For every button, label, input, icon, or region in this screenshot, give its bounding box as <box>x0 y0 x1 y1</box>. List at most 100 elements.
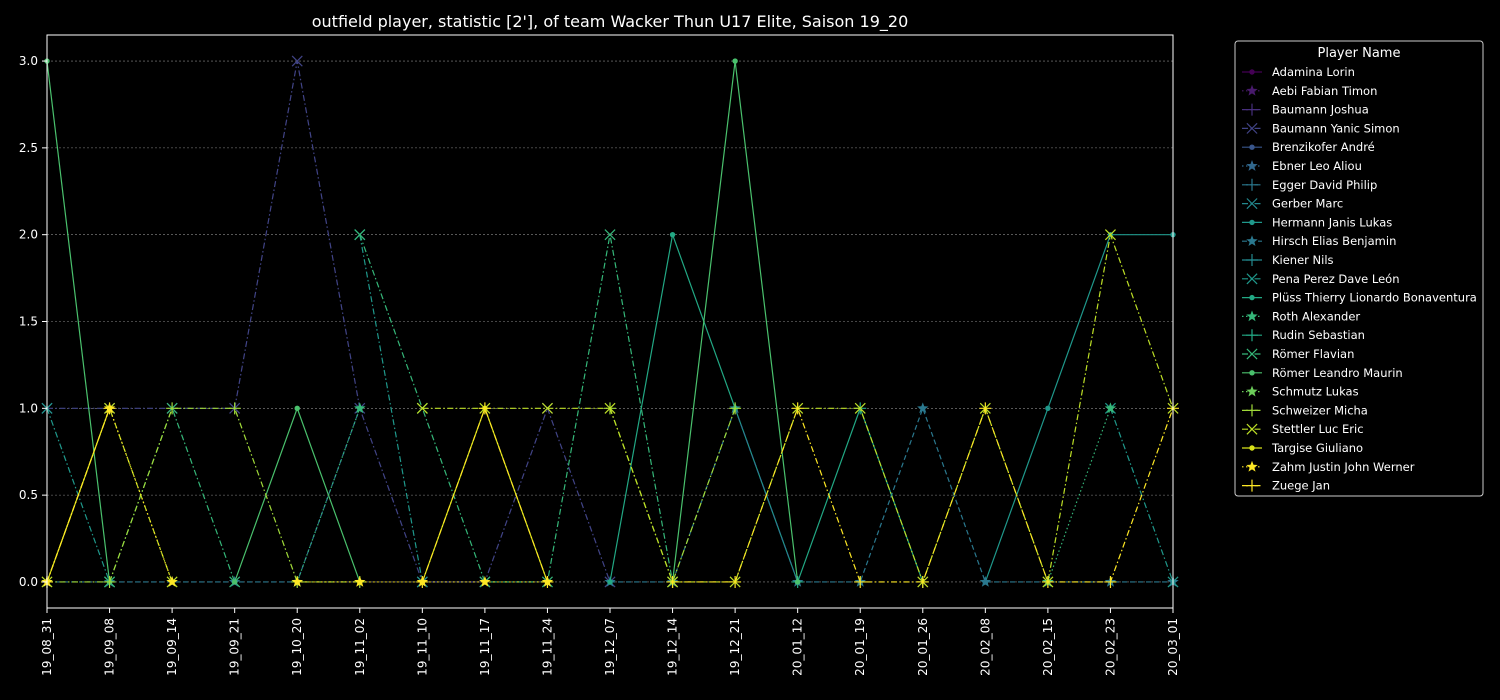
legend-label: Adamina Lorin <box>1272 65 1355 79</box>
x-tick-label: 19_09_14 <box>165 618 179 676</box>
legend-item: Gerber Marc <box>1242 197 1343 211</box>
legend-label: Roth Alexander <box>1272 309 1360 323</box>
data-point <box>732 58 738 64</box>
data-point <box>1104 229 1116 241</box>
data-point <box>1246 423 1258 435</box>
data-point <box>1246 122 1258 134</box>
data-point <box>1246 310 1258 322</box>
legend-label: Ebner Leo Aliou <box>1272 159 1362 173</box>
legend-item: Schweizer Micha <box>1242 403 1368 417</box>
data-point <box>416 575 429 588</box>
x-tick-label: 19_09_21 <box>228 618 242 676</box>
legend: Player Name Adamina Lorin Aebi Fabian Tim… <box>1234 40 1484 497</box>
y-tick-label: 0.5 <box>19 488 38 502</box>
y-tick-label: 0.0 <box>19 575 38 589</box>
series-line <box>1047 408 1112 583</box>
y-tick-label: 1.0 <box>19 401 38 415</box>
legend-item: Roth Alexander <box>1242 309 1360 323</box>
legend-item: Baumann Joshua <box>1242 103 1369 117</box>
data-point <box>1249 294 1255 301</box>
data-point <box>607 579 613 585</box>
legend-item: Hirsch Elias Benjamin <box>1242 234 1396 248</box>
legend-label: Zuege Jan <box>1272 479 1330 493</box>
series <box>607 231 738 585</box>
data-point <box>917 402 929 414</box>
y-axis: 0.0 0.5 1.0 1.5 2.0 2.5 3.0 <box>19 54 47 589</box>
legend-item: Targise Giuliano <box>1242 441 1363 455</box>
legend-label: Kiener Nils <box>1272 253 1334 267</box>
data-point <box>1104 402 1117 414</box>
legend-item: Zahm Justin John Werner <box>1242 460 1415 474</box>
data-point <box>916 575 929 588</box>
legend-label: Römer Flavian <box>1272 347 1354 361</box>
legend-item: Ebner Leo Aliou <box>1242 159 1362 173</box>
legend-label: Egger David Philip <box>1272 178 1377 192</box>
legend-item: Adamina Lorin <box>1242 65 1355 79</box>
data-point <box>669 231 676 238</box>
data-point <box>794 579 801 585</box>
legend-item: Römer Leandro Maurin <box>1242 366 1403 380</box>
data-point <box>729 575 742 588</box>
legend-label: Schweizer Micha <box>1272 403 1368 417</box>
y-tick-label: 1.5 <box>19 315 38 329</box>
data-point <box>729 402 742 415</box>
x-tick-label: 20_02_08 <box>978 618 992 676</box>
data-point <box>604 229 616 241</box>
data-point <box>1246 254 1258 266</box>
x-tick-label: 20_01_12 <box>791 618 805 676</box>
data-point <box>354 229 366 241</box>
y-tick-label: 2.0 <box>19 228 38 242</box>
legend-label: Baumann Yanic Simon <box>1272 121 1400 135</box>
x-tick-label: 19_12_21 <box>728 618 742 676</box>
legend-item: Kiener Nils <box>1242 253 1334 267</box>
data-point <box>854 575 867 588</box>
data-point <box>541 575 554 588</box>
data-point <box>354 402 366 414</box>
data-point <box>1246 348 1258 360</box>
legend-label: Zahm Justin John Werner <box>1272 460 1415 474</box>
x-tick-label: 19_10_20 <box>290 618 304 676</box>
series-line <box>672 406 1174 583</box>
legend-label: Schmutz Lukas <box>1272 385 1359 399</box>
data-point <box>291 575 303 587</box>
x-tick-label: 20_02_15 <box>1041 618 1055 676</box>
y-tick-label: 3.0 <box>19 54 38 68</box>
legend-item: Hermann Janis Lukas <box>1242 215 1392 229</box>
data-point <box>228 402 241 415</box>
x-tick-label: 20_02_23 <box>1103 618 1117 676</box>
legend-label: Plüss Thierry Lionardo Bonaventura <box>1272 291 1477 305</box>
chart-title: outfield player, statistic [2'], of team… <box>312 12 909 32</box>
legend-item: Egger David Philip <box>1242 178 1377 192</box>
data-point <box>478 402 491 415</box>
data-point <box>541 402 553 414</box>
legend-item: Plüss Thierry Lionardo Bonaventura <box>1242 291 1477 305</box>
y-tick-label: 2.5 <box>19 141 38 155</box>
data-point <box>479 575 491 587</box>
series-line <box>46 60 111 583</box>
x-tick-label: 19_12_07 <box>603 618 617 676</box>
x-axis: 19_08_31 19_09_08 19_09_14 19_09_21 19_10_20… <box>40 608 1180 676</box>
x-tick-label: 19_12_14 <box>666 618 680 676</box>
series-layer <box>41 55 1179 588</box>
data-point <box>979 575 992 587</box>
data-point <box>854 402 866 414</box>
legend-title: Player Name <box>1318 46 1401 61</box>
legend-label: Brenzikofer André <box>1272 140 1375 154</box>
series-line <box>359 234 423 583</box>
data-point <box>1246 479 1258 492</box>
legend-label: Rudin Sebastian <box>1272 328 1365 342</box>
data-point <box>1246 235 1258 247</box>
data-point <box>291 55 303 67</box>
x-tick-label: 20_01_19 <box>853 618 867 676</box>
x-tick-label: 19_09_08 <box>103 618 117 676</box>
x-tick-label: 19_08_31 <box>40 618 54 676</box>
data-point <box>1246 160 1258 171</box>
data-point <box>166 575 178 587</box>
data-point <box>166 402 179 415</box>
legend-label: Stettler Luc Eric <box>1272 422 1364 436</box>
data-point <box>1246 84 1258 96</box>
data-point <box>1246 404 1258 417</box>
x-tick-label: 19_11_24 <box>540 618 554 676</box>
legend-label: Pena Perez Dave León <box>1272 272 1399 286</box>
data-point <box>1246 460 1258 472</box>
